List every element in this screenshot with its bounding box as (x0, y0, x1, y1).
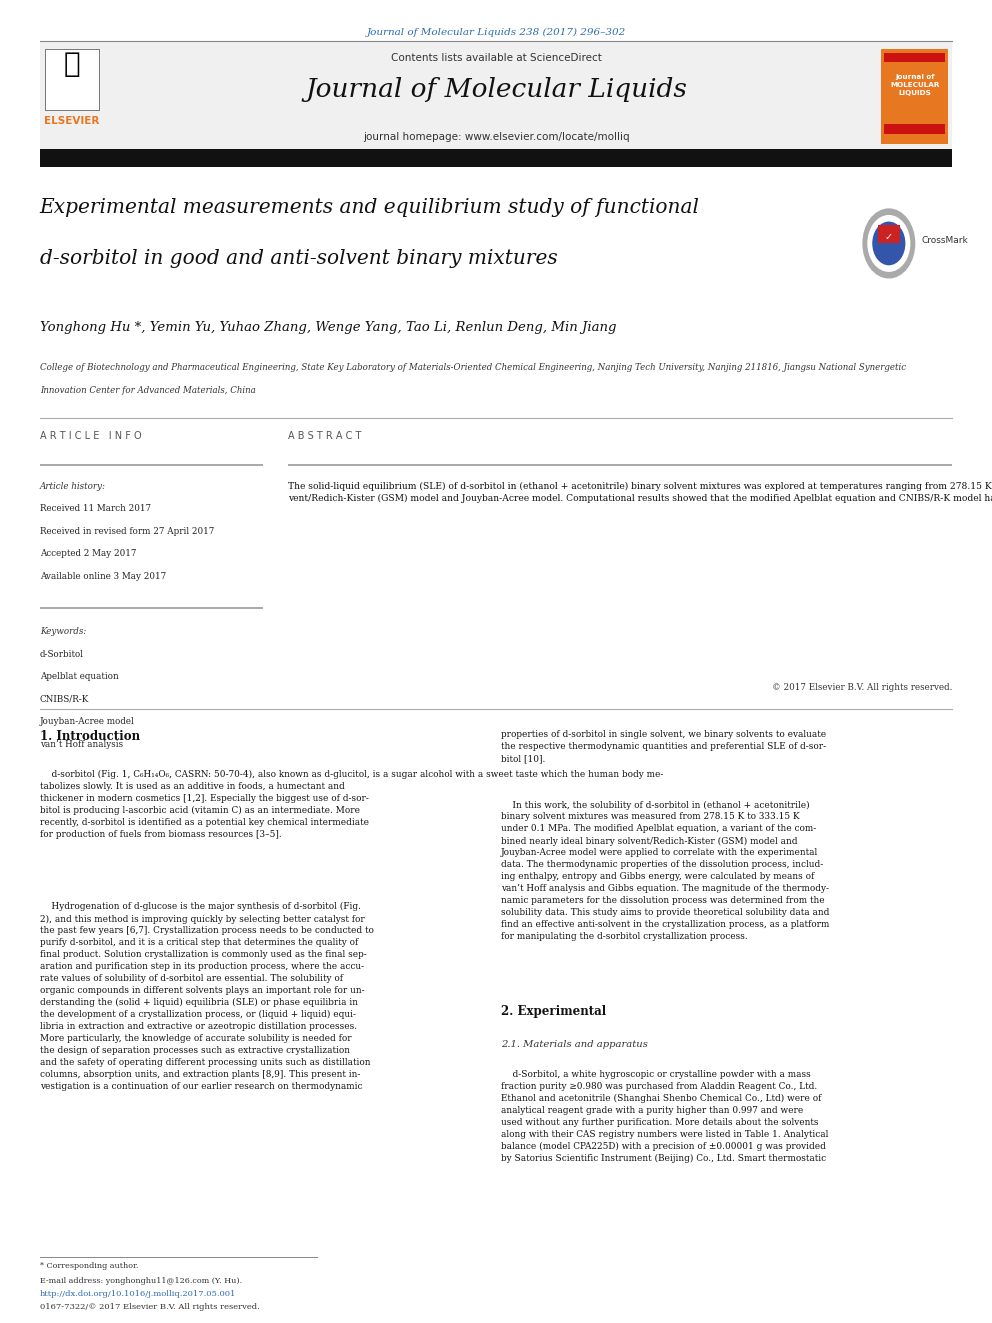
Text: © 2017 Elsevier B.V. All rights reserved.: © 2017 Elsevier B.V. All rights reserved… (772, 683, 952, 692)
Text: Experimental measurements and equilibrium study of functional: Experimental measurements and equilibriu… (40, 198, 699, 217)
Text: A R T I C L E   I N F O: A R T I C L E I N F O (40, 431, 141, 442)
Text: d-Sorbitol, a white hygroscopic or crystalline powder with a mass
fraction purit: d-Sorbitol, a white hygroscopic or cryst… (501, 1070, 828, 1163)
Text: Available online 3 May 2017: Available online 3 May 2017 (40, 572, 166, 581)
Circle shape (873, 222, 905, 265)
Text: Apelblat equation: Apelblat equation (40, 672, 118, 681)
Bar (878, 225, 900, 243)
Bar (881, 49, 948, 144)
Text: Received in revised form 27 April 2017: Received in revised form 27 April 2017 (40, 527, 214, 536)
Text: College of Biotechnology and Pharmaceutical Engineering, State Key Laboratory of: College of Biotechnology and Pharmaceuti… (40, 363, 906, 372)
Bar (40, 41, 952, 149)
Text: Keywords:: Keywords: (40, 627, 86, 636)
Text: CrossMark: CrossMark (922, 237, 968, 245)
Text: http://dx.doi.org/10.1016/j.molliq.2017.05.001: http://dx.doi.org/10.1016/j.molliq.2017.… (40, 1290, 236, 1298)
Text: journal of
MOLECULAR
LIQUIDS: journal of MOLECULAR LIQUIDS (890, 74, 939, 97)
Text: 🌲: 🌲 (63, 49, 80, 78)
Text: d-sorbitol in good and anti-solvent binary mixtures: d-sorbitol in good and anti-solvent bina… (40, 249, 558, 267)
Text: The solid-liquid equilibrium (SLE) of d-sorbitol in (ethanol + acetonitrile) bin: The solid-liquid equilibrium (SLE) of d-… (288, 482, 992, 503)
Text: d-Sorbitol: d-Sorbitol (40, 650, 83, 659)
Bar (884, 53, 945, 62)
Text: van’t Hoff analysis: van’t Hoff analysis (40, 740, 123, 749)
Text: Contents lists available at ScienceDirect: Contents lists available at ScienceDirec… (391, 53, 601, 64)
Text: In this work, the solubility of d-sorbitol in (ethanol + acetonitrile)
binary so: In this work, the solubility of d-sorbit… (501, 800, 829, 941)
Text: Yonghong Hu *, Yemin Yu, Yuhao Zhang, Wenge Yang, Tao Li, Renlun Deng, Min Jiang: Yonghong Hu *, Yemin Yu, Yuhao Zhang, We… (40, 321, 616, 335)
Bar (288, 464, 952, 466)
Text: CNIBS/R-K: CNIBS/R-K (40, 695, 89, 704)
Text: 2.1. Materials and apparatus: 2.1. Materials and apparatus (501, 1040, 648, 1049)
Text: 0167-7322/© 2017 Elsevier B.V. All rights reserved.: 0167-7322/© 2017 Elsevier B.V. All right… (40, 1303, 260, 1311)
Text: ✓: ✓ (885, 232, 893, 242)
Circle shape (863, 209, 915, 278)
Text: Jouyban-Acree model: Jouyban-Acree model (40, 717, 135, 726)
Text: E-mail address: yonghonghu11@126.com (Y. Hu).: E-mail address: yonghonghu11@126.com (Y.… (40, 1277, 242, 1285)
Bar (884, 124, 945, 134)
Bar (40, 607, 263, 609)
Text: Article history:: Article history: (40, 482, 106, 491)
Text: properties of d-sorbitol in single solvent, we binary solvents to evaluate
the r: properties of d-sorbitol in single solve… (501, 730, 826, 763)
Bar (40, 464, 263, 466)
Text: * Corresponding author.: * Corresponding author. (40, 1262, 138, 1270)
Text: 2. Experimental: 2. Experimental (501, 1005, 606, 1019)
Bar (45, 49, 99, 110)
Circle shape (868, 216, 910, 271)
Bar (40, 149, 952, 167)
Text: Journal of Molecular Liquids 238 (2017) 296–302: Journal of Molecular Liquids 238 (2017) … (366, 28, 626, 37)
Text: d-sorbitol (Fig. 1, C₆H₁₄O₆, CASRN: 50-70-4), also known as d-glucitol, is a sug: d-sorbitol (Fig. 1, C₆H₁₄O₆, CASRN: 50-7… (40, 770, 663, 839)
Text: A B S T R A C T: A B S T R A C T (288, 431, 361, 442)
Text: Hydrogenation of d-glucose is the major synthesis of d-sorbitol (Fig.
2), and th: Hydrogenation of d-glucose is the major … (40, 902, 374, 1091)
Text: Received 11 March 2017: Received 11 March 2017 (40, 504, 151, 513)
Text: Journal of Molecular Liquids: Journal of Molecular Liquids (306, 77, 686, 102)
Text: ELSEVIER: ELSEVIER (45, 115, 99, 126)
Text: journal homepage: www.elsevier.com/locate/molliq: journal homepage: www.elsevier.com/locat… (363, 132, 629, 143)
Text: 1. Introduction: 1. Introduction (40, 730, 140, 744)
Text: Accepted 2 May 2017: Accepted 2 May 2017 (40, 549, 136, 558)
Text: Innovation Center for Advanced Materials, China: Innovation Center for Advanced Materials… (40, 386, 255, 396)
